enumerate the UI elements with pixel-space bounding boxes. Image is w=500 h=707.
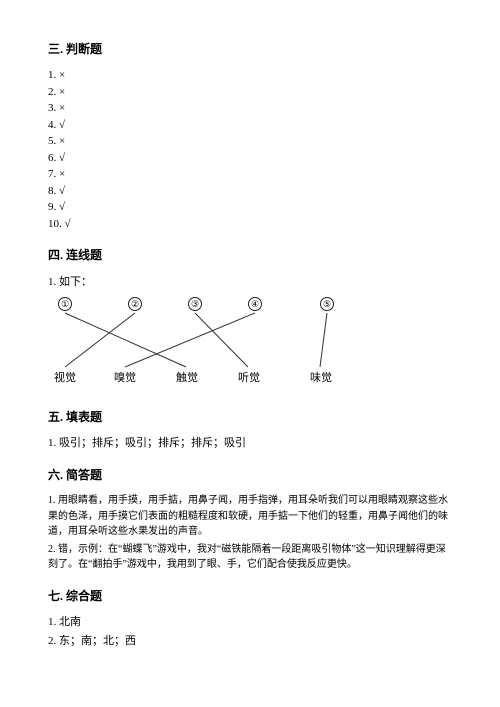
- judgment-item: 9. √: [48, 199, 452, 216]
- matching-top-node: ②: [128, 297, 142, 311]
- judgment-item: 1. ×: [48, 67, 452, 84]
- matching-bottom-label: 触觉: [176, 369, 198, 385]
- comp-line1: 1. 北南: [48, 614, 452, 631]
- judgment-item: 5. ×: [48, 133, 452, 150]
- judgment-item: 3. ×: [48, 100, 452, 117]
- matching-top-node: ③: [188, 297, 202, 311]
- matching-top-node: ⑤: [320, 297, 334, 311]
- judgment-item: 8. √: [48, 183, 452, 200]
- judgment-item: 4. √: [48, 117, 452, 134]
- section-fill-table: 五. 填表题 1. 吸引；排斥；吸引；排斥；排斥；吸引: [48, 408, 452, 452]
- judgment-item: 6. √: [48, 150, 452, 167]
- section-short-answer: 六. 简答题 1. 用眼睛看，用手摸，用手掂，用鼻子闻，用手指弹，用耳朵听我们可…: [48, 466, 452, 573]
- matching-lines-svg: [48, 297, 348, 392]
- matching-top-node: ④: [248, 297, 262, 311]
- matching-bottom-label: 视觉: [54, 369, 76, 385]
- matching-bottom-label: 嗅觉: [114, 369, 136, 385]
- judgment-item: 2. ×: [48, 84, 452, 101]
- judgment-item: 10. √: [48, 216, 452, 233]
- section-title-matching: 四. 连线题: [48, 246, 452, 263]
- section-title-fill: 五. 填表题: [48, 408, 452, 425]
- matching-diagram: ① ② ③ ④ ⑤ 视觉 嗅觉 触觉 听觉 味觉: [48, 297, 348, 392]
- section-title-short: 六. 简答题: [48, 466, 452, 483]
- section-title-judgment: 三. 判断题: [48, 40, 452, 57]
- short-answer-p2: 2. 错，示例：在“蝴蝶飞”游戏中，我对“磁铁能隔着一段距离吸引物体”这一知识理…: [48, 542, 452, 573]
- matching-bottom-label: 听觉: [238, 369, 260, 385]
- matching-line: [65, 313, 186, 367]
- section-matching: 四. 连线题 1. 如下： ① ② ③ ④ ⑤ 视觉 嗅觉 触觉 听觉 味觉: [48, 246, 452, 392]
- judgment-item: 7. ×: [48, 166, 452, 183]
- matching-lead: 1. 如下：: [48, 273, 452, 289]
- section-title-comp: 七. 综合题: [48, 587, 452, 604]
- matching-top-node: ①: [58, 297, 72, 311]
- judgment-list: 1. × 2. × 3. × 4. √ 5. × 6. √ 7. × 8. √ …: [48, 67, 452, 232]
- section-comprehensive: 七. 综合题 1. 北南 2. 东；南；北；西: [48, 587, 452, 650]
- section-judgment: 三. 判断题 1. × 2. × 3. × 4. √ 5. × 6. √ 7. …: [48, 40, 452, 232]
- short-answer-p1: 1. 用眼睛看，用手摸，用手掂，用鼻子闻，用手指弹，用耳朵听我们可以用眼睛观察这…: [48, 493, 452, 540]
- matching-bottom-label: 味觉: [310, 369, 332, 385]
- matching-line: [195, 313, 248, 367]
- fill-text: 1. 吸引；排斥；吸引；排斥；排斥；吸引: [48, 435, 452, 452]
- matching-line: [320, 313, 327, 367]
- comp-line2: 2. 东；南；北；西: [48, 633, 452, 650]
- matching-line: [125, 313, 255, 367]
